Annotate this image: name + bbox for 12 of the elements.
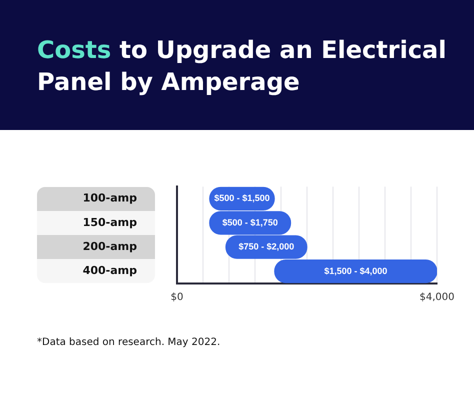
y-tick-label: 400-amp [82,264,138,278]
x-tick-label: $0 [170,292,184,303]
y-tick-label: 100-amp [82,192,138,205]
chart-title: Costs to Upgrade an Electrical Panel by Amperage [37,35,447,98]
annotation: $750 - $2,000 [238,242,294,252]
annotation: $500 - $1,500 [214,193,270,204]
x-tick-label: $4,000 [420,292,454,303]
annotation: $500 - $1,750 [222,217,278,228]
y-tick-label: 200-amp [82,240,138,253]
annotation: $1,500 - $4,000 [324,266,388,276]
y-tick-label: 150-amp [82,216,138,229]
text: *Data based on research. May 2022. [37,337,220,348]
